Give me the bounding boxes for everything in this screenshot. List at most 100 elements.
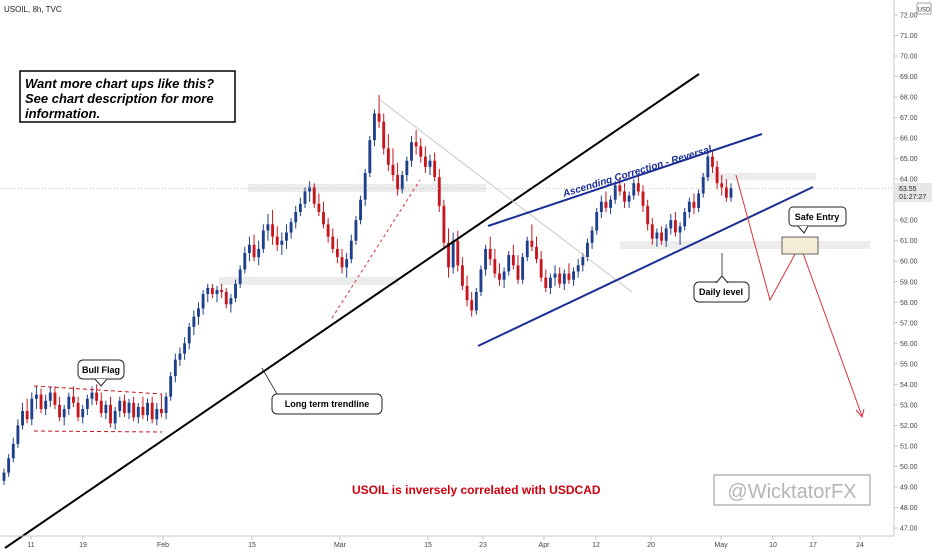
candle-body-bearish: [660, 232, 663, 241]
daily-level-label: Daily level: [699, 287, 743, 297]
x-tick-label: 10: [769, 542, 777, 549]
candle-body-bearish: [220, 289, 224, 293]
trendline-label: Long term trendline: [285, 399, 370, 409]
ascending-channel[interactable]: [477, 133, 814, 347]
candle: [331, 228, 335, 254]
candle: [636, 175, 640, 196]
candle-body-bearish: [715, 166, 719, 184]
candle-body-bullish: [548, 277, 552, 288]
y-tick-label: 64.00: [900, 177, 918, 184]
candle-body-bullish: [474, 292, 478, 311]
y-tick-label: 50.00: [900, 464, 918, 471]
candle-body-bearish: [720, 183, 724, 188]
currency-badge[interactable]: [916, 2, 932, 15]
candle: [706, 152, 710, 182]
candle-body-bullish: [192, 316, 196, 327]
candle-body-bullish: [280, 240, 284, 245]
candle: [21, 402, 24, 430]
candle-body-bullish: [706, 156, 710, 178]
y-tick-label: 51.00: [900, 443, 918, 450]
candle: [502, 267, 506, 288]
candle: [85, 394, 89, 416]
candle: [160, 394, 163, 418]
candle-body-bearish: [544, 277, 548, 288]
candle: [322, 201, 325, 229]
candle-body-bearish: [623, 191, 626, 202]
y-tick-label: 59.00: [900, 279, 918, 286]
candle-body-bearish: [488, 248, 492, 260]
candle: [67, 392, 71, 416]
candle-body-bullish: [632, 183, 636, 196]
candle: [210, 283, 214, 299]
candle-body-bullish: [678, 226, 682, 233]
candle: [294, 205, 298, 229]
candle-body-bearish: [442, 205, 446, 243]
cta-line-1: Want more chart ups like this?: [25, 76, 214, 91]
candle-body-bullish: [345, 259, 349, 268]
candle: [405, 156, 409, 182]
candle-body-bullish: [118, 400, 122, 412]
x-tick-label: 19: [79, 542, 87, 549]
candle: [326, 218, 330, 243]
y-tick-label: 69.00: [900, 74, 918, 81]
candle-body-bearish: [636, 183, 640, 192]
candle-body-bearish: [122, 400, 126, 414]
x-tick-label: 20: [647, 542, 655, 549]
candle: [141, 396, 145, 420]
candle-body-bullish: [266, 224, 270, 231]
candle: [109, 396, 112, 428]
candle-body-bullish: [502, 271, 506, 280]
candle-body-bullish: [206, 287, 210, 295]
candle: [118, 396, 122, 418]
candle: [354, 216, 358, 245]
candle: [169, 372, 173, 401]
long-term-trendline[interactable]: [4, 73, 700, 549]
candle: [460, 257, 464, 290]
candle: [678, 222, 682, 245]
candle-body-bullish: [34, 394, 38, 399]
safe-entry-zone[interactable]: [781, 236, 819, 255]
candle: [618, 177, 622, 196]
candle: [572, 267, 575, 286]
zone-64-right: [700, 173, 816, 180]
price-tag-value: 63.55: [899, 186, 917, 193]
candle: [113, 406, 117, 430]
candle-body-bullish: [572, 271, 575, 280]
candle-body-bearish: [109, 404, 112, 424]
candle: [391, 148, 395, 182]
candle-body-bullish: [62, 408, 66, 418]
candle: [650, 218, 654, 245]
candle-body-bullish: [21, 411, 24, 426]
candle-body-bullish: [201, 294, 205, 309]
candle-body-bullish: [599, 201, 603, 212]
candle: [146, 398, 149, 422]
candle: [136, 402, 140, 424]
candle: [312, 183, 316, 208]
candle: [382, 113, 386, 155]
candle-body-bearish: [275, 236, 279, 245]
candle: [197, 302, 200, 325]
candle: [724, 179, 728, 202]
candle: [39, 388, 43, 414]
time-axis[interactable]: 11 19 Feb 15 Mar 15 23 Apr 12 20 May 10 17 24: [0, 535, 894, 549]
candle-body-bearish: [465, 285, 469, 301]
y-tick-label: 61.00: [900, 238, 918, 245]
symbol-label[interactable]: USOIL, 8h, TVC: [4, 5, 62, 14]
cta-line-3: information.: [25, 106, 100, 121]
candle: [623, 183, 626, 208]
candle: [317, 193, 321, 217]
candle: [613, 181, 617, 204]
candle: [599, 195, 603, 219]
bull-flag-channel: [33, 385, 163, 433]
candle-body-bullish: [664, 228, 668, 241]
candle: [2, 468, 6, 485]
x-tick-label: Feb: [157, 542, 169, 549]
candle-body-bullish: [669, 220, 673, 229]
candle: [507, 250, 511, 276]
cta-line-2: See chart description for more: [25, 91, 214, 106]
candle-body-bullish: [609, 199, 613, 208]
candle-body-bearish: [447, 242, 450, 268]
candle-body-bearish: [673, 220, 677, 233]
price-axis[interactable]: 47.00 48.00 49.00 50.00 51.00 52.00 53.00 54.00…: [893, 0, 932, 536]
